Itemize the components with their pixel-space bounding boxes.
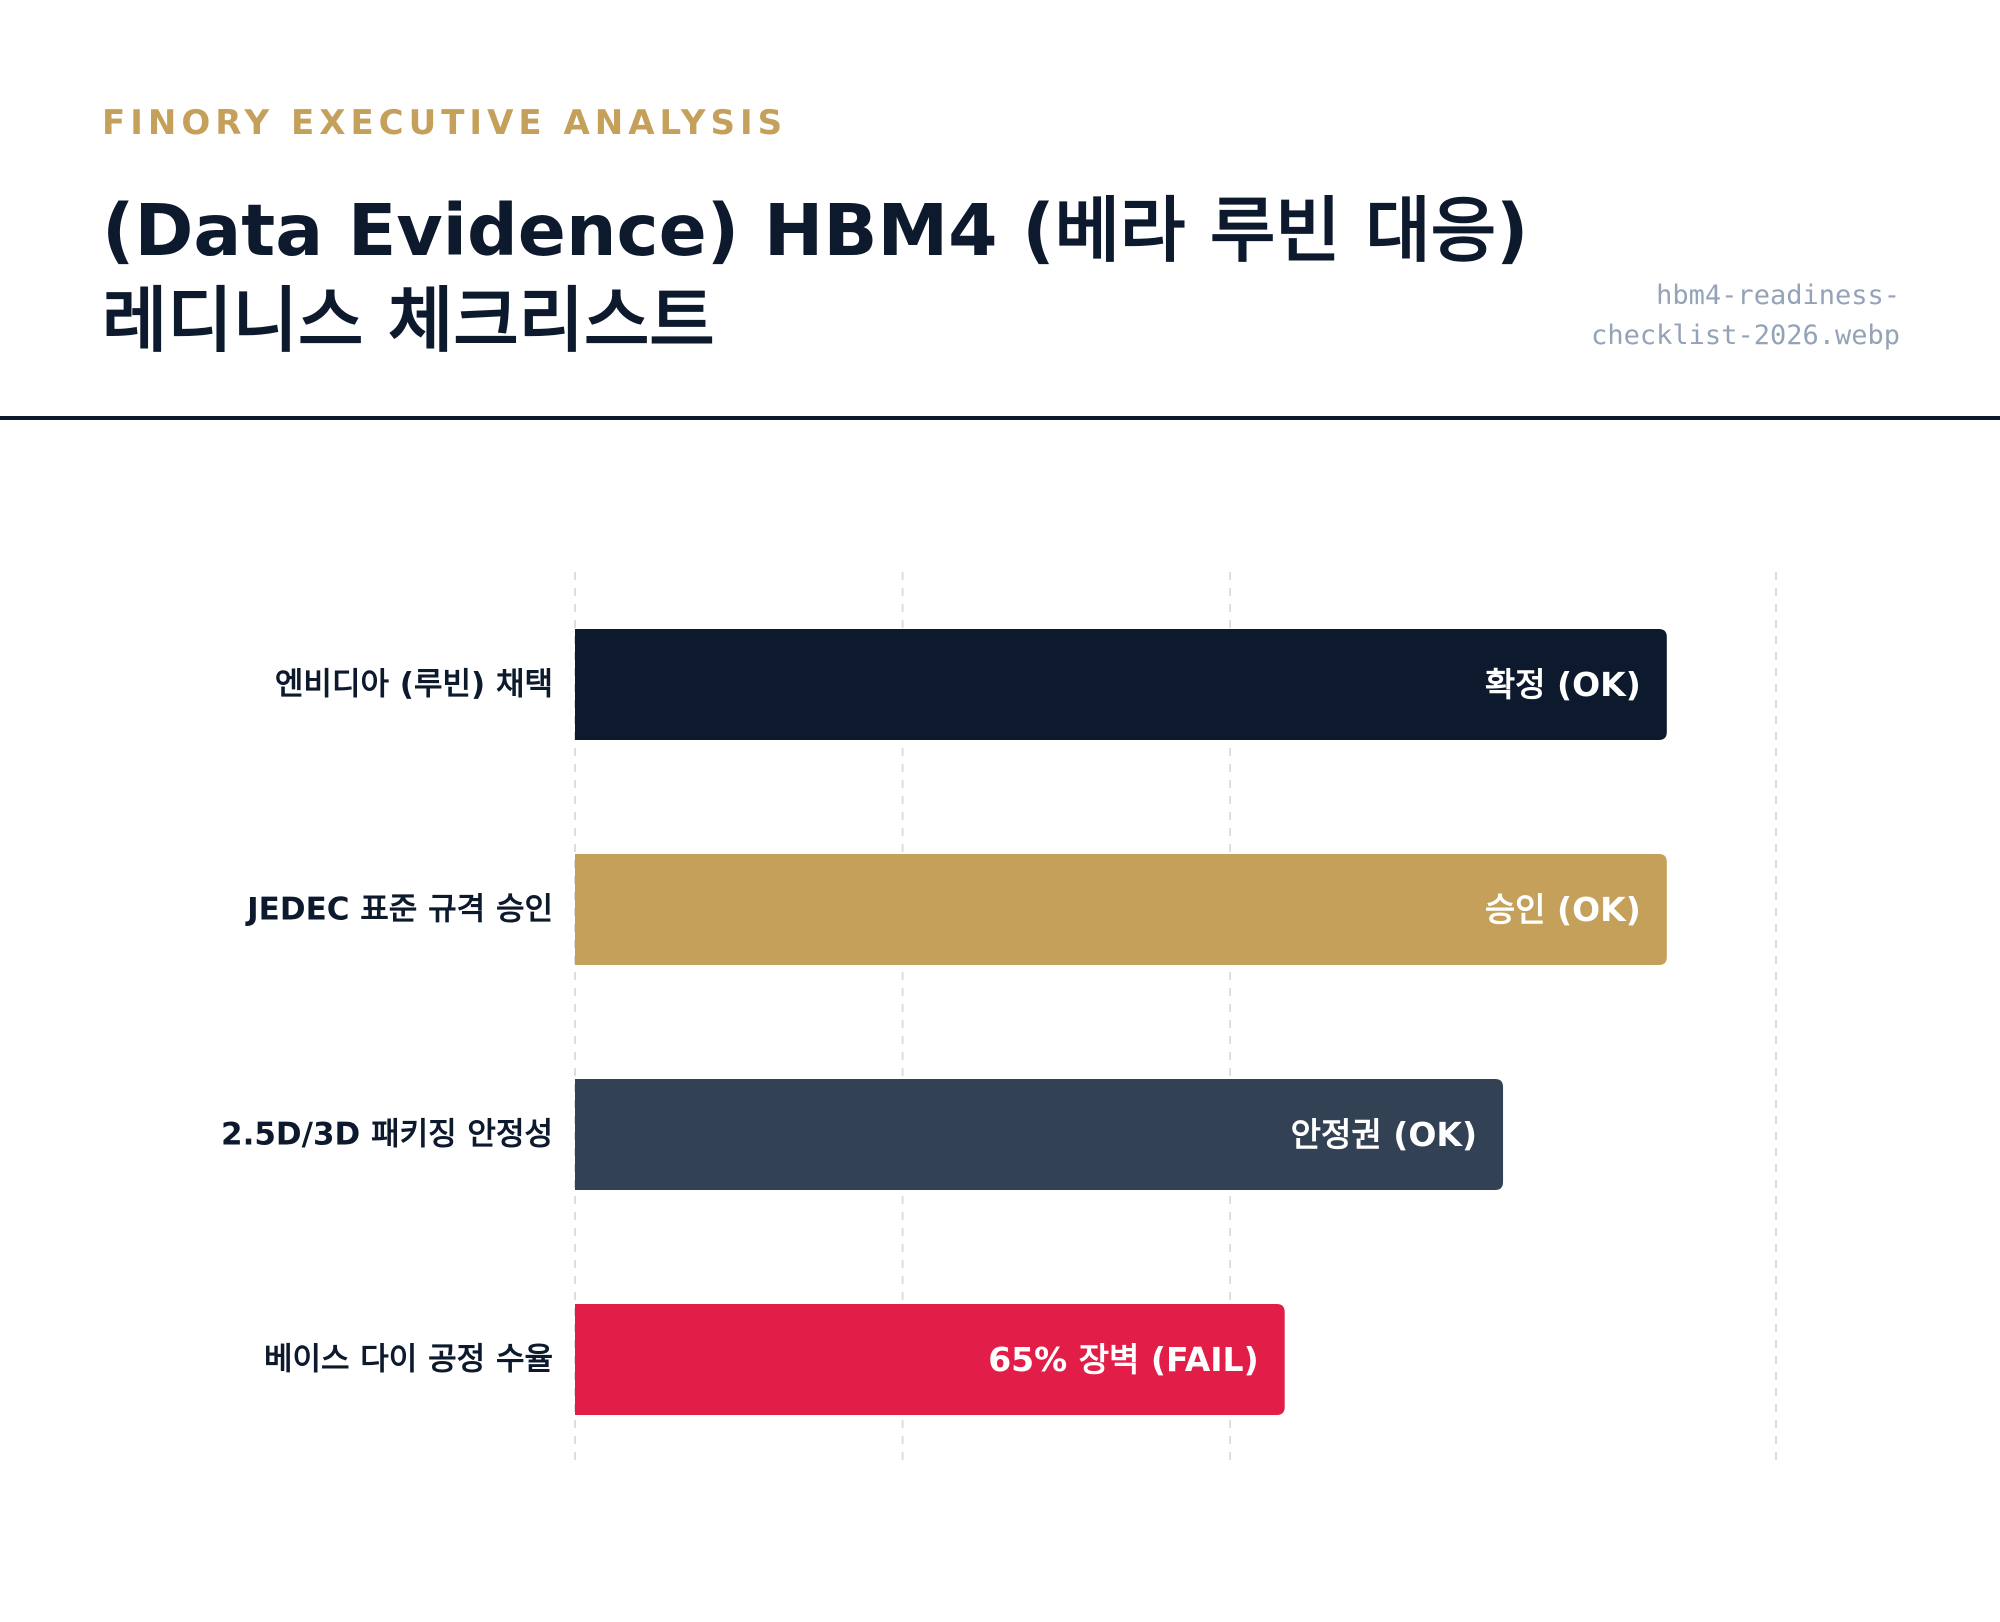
category-label-3: 베이스 다이 공정 수율 bbox=[264, 1342, 553, 1378]
bar-3 bbox=[575, 1304, 1285, 1415]
category-label-0: 엔비디아 (루빈) 채택 bbox=[275, 667, 553, 703]
category-label-1: JEDEC 표준 규격 승인 bbox=[245, 892, 553, 928]
data-label-0: 확정 (OK) bbox=[1485, 665, 1641, 704]
data-label-3: 65% 장벽 (FAIL) bbox=[988, 1340, 1258, 1379]
category-label-2: 2.5D/3D 패키징 안정성 bbox=[221, 1117, 553, 1153]
filename-line-1: hbm4-readiness- bbox=[1656, 280, 1900, 311]
page-title-line-2: 레디니스 체크리스트 bbox=[102, 279, 715, 362]
header: FINORY EXECUTIVE ANALYSIS (Data Evidence… bbox=[0, 0, 2000, 420]
header-divider bbox=[0, 416, 2000, 420]
filename-line-2: checklist-2026.webp bbox=[1591, 320, 1900, 351]
data-label-1: 승인 (OK) bbox=[1485, 890, 1641, 929]
data-label-2: 안정권 (OK) bbox=[1291, 1115, 1477, 1154]
bar-chart-svg: 엔비디아 (루빈) 채택 확정 (OK) JEDEC 표준 규격 승인 승인 (OK)… bbox=[221, 572, 1777, 1468]
bar-0 bbox=[575, 629, 1667, 740]
page-title-line-1: (Data Evidence) HBM4 (베라 루빈 대응) bbox=[102, 189, 1529, 272]
bar-chart: 엔비디아 (루빈) 채택 확정 (OK) JEDEC 표준 규격 승인 승인 (OK)… bbox=[0, 560, 2000, 1480]
kicker-label: FINORY EXECUTIVE ANALYSIS bbox=[102, 103, 788, 143]
bar-1 bbox=[575, 854, 1667, 965]
page-title: (Data Evidence) HBM4 (베라 루빈 대응) 레디니스 체크리… bbox=[102, 186, 1582, 366]
bar-2 bbox=[575, 1079, 1504, 1190]
filename-label: hbm4-readiness- checklist-2026.webp bbox=[1591, 276, 1900, 356]
